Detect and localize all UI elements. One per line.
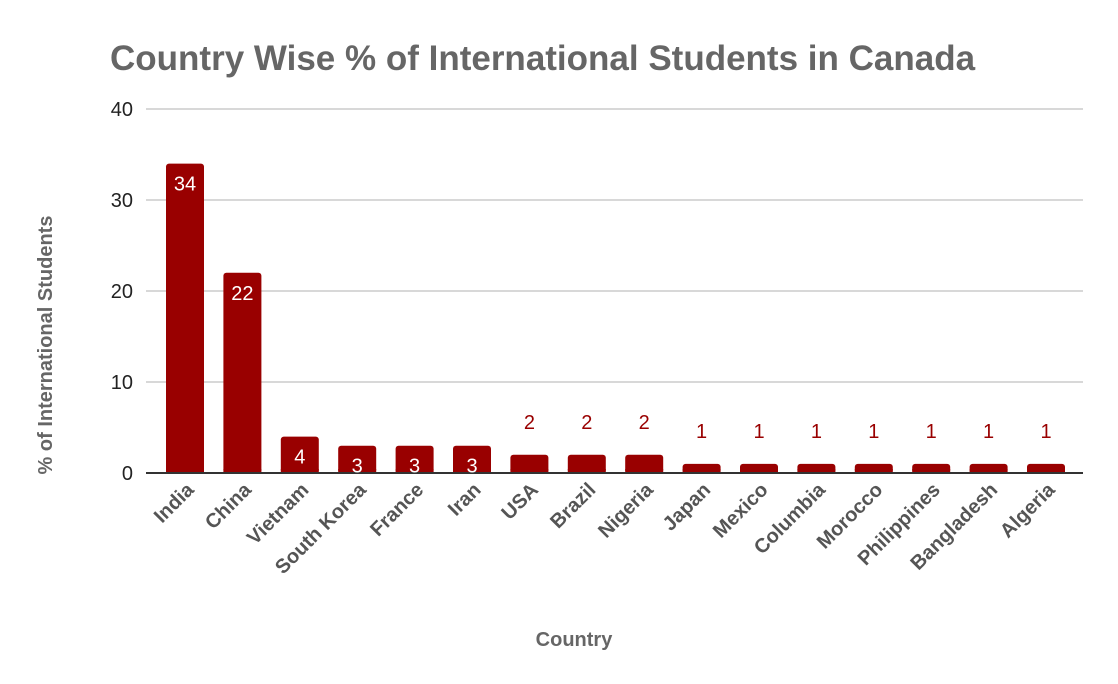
data-label: 1 [926, 421, 937, 443]
data-label: 1 [753, 421, 764, 443]
bar-base [797, 469, 836, 473]
bar-brazil[interactable] [567, 454, 606, 473]
bar-base [280, 469, 319, 473]
bar-base [1027, 469, 1065, 473]
data-label: 2 [581, 412, 592, 434]
bar-base [969, 469, 1008, 473]
data-label: 1 [696, 421, 707, 443]
data-label: 2 [524, 412, 535, 434]
bar-south-korea[interactable] [338, 445, 377, 473]
y-axis-ticks: 0 10 20 30 40 [111, 99, 133, 485]
x-category-label: Iran [444, 479, 485, 520]
x-category-label: Algeria [996, 478, 1060, 542]
x-category-label: China [201, 478, 256, 533]
data-label: 3 [466, 456, 477, 478]
bar-base [166, 469, 204, 473]
bar-vietnam[interactable] [280, 436, 319, 473]
bar-iran[interactable] [453, 445, 491, 473]
data-label: 1 [983, 421, 994, 443]
bar-base [453, 469, 491, 473]
data-label: 1 [1040, 421, 1051, 443]
y-tick-label: 40 [111, 99, 133, 121]
bar-france[interactable] [395, 445, 434, 473]
data-label: 3 [409, 456, 420, 478]
chart-title: Country Wise % of International Students… [110, 39, 976, 78]
y-axis-title: % of International Students [35, 216, 57, 475]
bar-base [510, 469, 549, 473]
bar-base [912, 469, 951, 473]
data-label: 34 [174, 174, 196, 196]
gridlines [146, 108, 1083, 383]
bar-china[interactable] [223, 272, 262, 473]
y-tick-label: 30 [111, 190, 133, 212]
y-tick-label: 0 [122, 463, 133, 485]
bar-base [854, 469, 893, 473]
x-category-label: Brazil [546, 479, 600, 533]
bar-base [223, 469, 262, 473]
data-label: 4 [294, 447, 305, 469]
data-label: 2 [639, 412, 650, 434]
bar-base [567, 469, 606, 473]
bars [166, 163, 1065, 473]
x-category-label: France [366, 479, 428, 541]
bar-india[interactable] [166, 163, 204, 473]
bar-base [395, 469, 434, 473]
data-label: 1 [868, 421, 879, 443]
bar-nigeria[interactable] [625, 454, 664, 473]
x-axis-title: Country [536, 629, 614, 651]
data-label: 3 [352, 456, 363, 478]
bar-base [740, 469, 778, 473]
bar-base [682, 469, 721, 473]
bar-base [625, 469, 664, 473]
x-category-label: Nigeria [594, 478, 658, 542]
data-label: 1 [811, 421, 822, 443]
data-label: 22 [231, 283, 253, 305]
y-tick-label: 20 [111, 281, 133, 303]
x-category-label: USA [498, 479, 543, 524]
bar-base [338, 469, 377, 473]
x-category-label: Japan [659, 479, 715, 535]
bar-usa[interactable] [510, 454, 549, 473]
y-tick-label: 10 [111, 372, 133, 394]
x-category-label: India [150, 478, 199, 527]
